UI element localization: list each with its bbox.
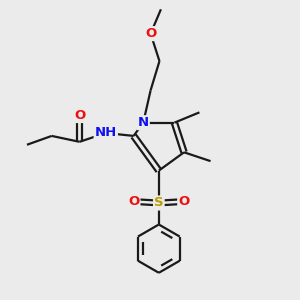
Text: O: O: [145, 27, 156, 40]
Text: NH: NH: [95, 127, 117, 140]
Text: O: O: [74, 109, 85, 122]
Text: O: O: [128, 195, 140, 208]
Text: O: O: [178, 195, 190, 208]
Text: S: S: [154, 196, 164, 209]
Text: N: N: [138, 116, 149, 129]
